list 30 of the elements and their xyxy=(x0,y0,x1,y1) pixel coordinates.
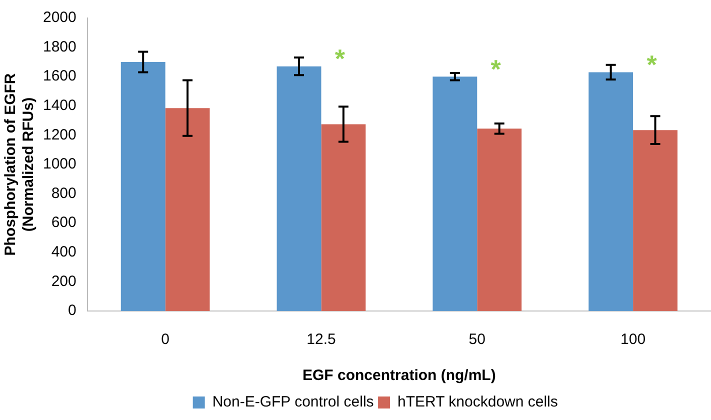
bar xyxy=(432,76,478,311)
y-tick-label: 1800 xyxy=(42,38,76,56)
bar xyxy=(165,108,210,311)
annotation: * xyxy=(646,49,658,80)
legend-label: Non-E-GFP control cells xyxy=(212,394,374,411)
bar xyxy=(120,62,166,311)
y-tick-label: 1000 xyxy=(42,156,76,173)
y-tick-label: 600 xyxy=(51,214,76,232)
y-tick-label: 2000 xyxy=(42,9,76,26)
y-axis-title: Phosphorylation of EGFR (Normalized RFUs) xyxy=(2,73,38,256)
bar xyxy=(633,130,678,311)
y-tick-label: 1200 xyxy=(42,126,76,144)
legend-label: hTERT knockdown cells xyxy=(398,394,558,411)
y-tick-label: 1600 xyxy=(42,68,76,85)
y-tick-label: 1400 xyxy=(42,97,76,114)
x-tick-label: 0 xyxy=(161,331,170,348)
x-tick-label: 12.5 xyxy=(306,331,336,348)
bar xyxy=(588,72,634,311)
y-tick-label: 200 xyxy=(51,272,76,290)
y-tick-label: 0 xyxy=(68,302,76,320)
y-tick-label: 800 xyxy=(51,184,76,202)
bar xyxy=(276,66,322,311)
x-tick-label: 50 xyxy=(468,331,486,348)
bar xyxy=(477,128,522,311)
annotation: * xyxy=(490,54,502,84)
y-tick-label: 400 xyxy=(51,244,76,261)
bar xyxy=(321,124,366,311)
x-tick-label: 100 xyxy=(620,331,646,348)
x-axis-title: EGF concentration (ng/mL) xyxy=(302,367,496,384)
annotation: * xyxy=(334,44,346,74)
